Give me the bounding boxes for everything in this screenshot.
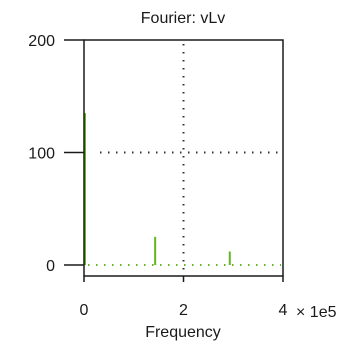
x-tick-label-0: 0 bbox=[80, 302, 89, 319]
grid-lines bbox=[100, 44, 281, 274]
y-tick-label-0: 0 bbox=[46, 258, 55, 275]
x-tick-label-1: 2 bbox=[179, 302, 188, 319]
axis-ticks: 0 2 4 0 100 200 bbox=[28, 33, 287, 319]
x-multiplier-label: × 1e5 bbox=[296, 304, 337, 321]
spectrum-marks bbox=[84, 113, 231, 265]
y-tick-label-2: 200 bbox=[28, 33, 55, 50]
y-tick-label-1: 100 bbox=[28, 146, 55, 163]
plot-frame bbox=[83, 39, 284, 277]
chart-title: Fourier: vLv bbox=[141, 10, 225, 27]
x-axis-label: Frequency bbox=[145, 324, 221, 341]
x-tick-label-2: 4 bbox=[279, 302, 288, 319]
